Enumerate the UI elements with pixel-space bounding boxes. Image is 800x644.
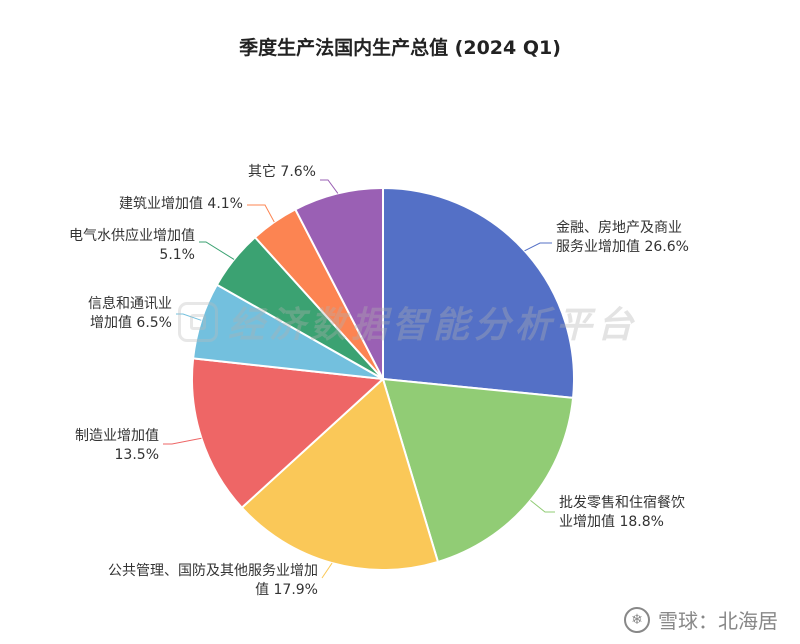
leader-line [199, 241, 235, 260]
slice-label-line: 其它 7.6% [248, 163, 316, 180]
chart-title: 季度生产法国内生产总值 (2024 Q1) [239, 37, 561, 59]
pie-slice [191, 357, 386, 510]
pie-labels: 金融、房地产及商业服务业增加值 26.6% 批发零售和住宿餐饮业增加值 18.8%… [69, 163, 689, 598]
slice-label-line: 建筑业增加值 4.1% [119, 196, 243, 212]
slice-label: 公共管理、国防及其他服务业增加值 17.9% [108, 563, 318, 598]
leader-line [530, 500, 555, 513]
leader-line [176, 313, 202, 321]
leader-line [321, 562, 333, 579]
slice-label-line: 电气水供应业增加值 [69, 227, 195, 244]
leader-line [320, 179, 339, 194]
pie-slice [382, 186, 575, 399]
slice-label: 金融、房地产及商业服务业增加值 26.6% [556, 220, 689, 255]
pie-slice [381, 377, 575, 564]
watermark-text: 经济数据智能分析平台 [228, 305, 639, 346]
snowball-icon: ❄ [624, 606, 650, 633]
leader-line [247, 204, 275, 223]
slice-label: 批发零售和住宿餐饮业增加值 18.8% [559, 494, 685, 530]
slice-label: 建筑业增加值 4.1% [119, 196, 243, 212]
slice-label-line: 业增加值 18.8% [559, 514, 664, 530]
slice-label: 其它 7.6% [248, 163, 316, 180]
watermark: 经济数据智能分析平台 [178, 296, 638, 348]
leader-line [524, 242, 552, 252]
leader-line [163, 437, 202, 445]
footer-text: 雪球：北海居 [658, 609, 778, 633]
slice-label-line: 金融、房地产及商业 [556, 220, 682, 236]
watermark-logo-icon [178, 302, 218, 342]
slice-label-line: 批发零售和住宿餐饮 [559, 494, 685, 511]
slice-label-line: 制造业增加值 [75, 428, 159, 444]
pie-slice [240, 377, 440, 571]
slice-label-line: 5.1% [159, 247, 195, 263]
slice-label: 电气水供应业增加值 5.1% [69, 227, 195, 263]
label-leader-lines [163, 179, 555, 579]
footer-brand: ❄ 雪球：北海居 [624, 605, 778, 634]
pie-slices [191, 186, 575, 571]
slice-label-line: 公共管理、国防及其他服务业增加 [108, 563, 318, 579]
slice-label-line: 13.5% [115, 447, 159, 463]
slice-label: 信息和通讯业增加值 6.5% [88, 295, 172, 331]
slice-label-line: 信息和通讯业 [88, 295, 172, 312]
slice-label-line: 服务业增加值 26.6% [556, 239, 689, 255]
slice-label: 制造业增加值 13.5% [75, 428, 159, 463]
slice-label-line: 增加值 6.5% [90, 315, 172, 331]
slice-label-line: 值 17.9% [255, 582, 318, 598]
